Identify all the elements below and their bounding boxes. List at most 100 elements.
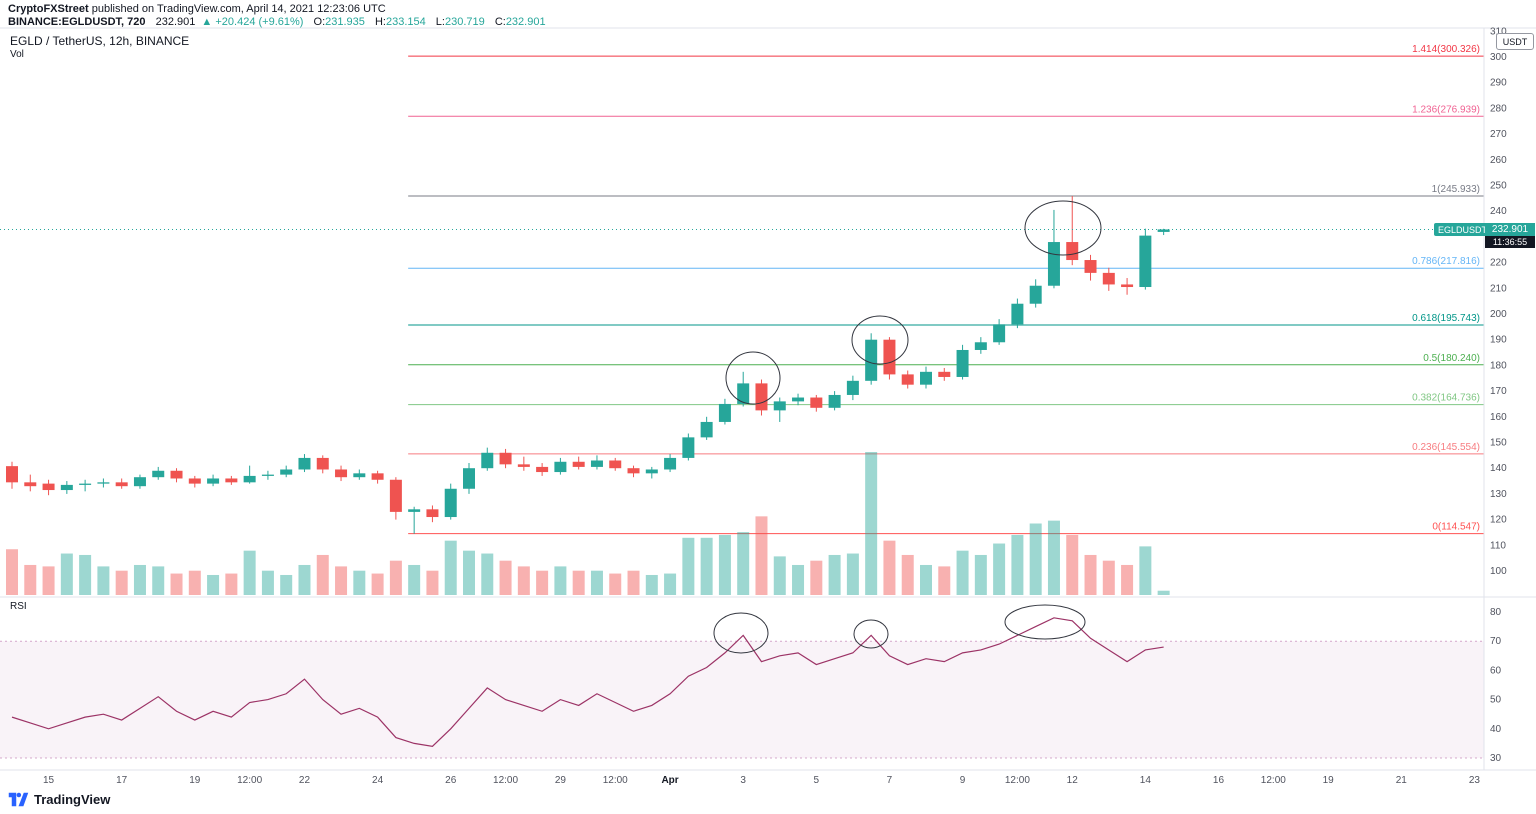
price-tick-label: 270 bbox=[1490, 129, 1507, 140]
low-label: L: bbox=[435, 16, 445, 28]
price-tick-label: 240 bbox=[1490, 206, 1507, 217]
volume-bar bbox=[590, 570, 603, 595]
low-value: 230.719 bbox=[444, 16, 485, 28]
volume-bar bbox=[353, 570, 366, 595]
volume-bar bbox=[463, 550, 475, 595]
time-tick-label: 19 bbox=[189, 775, 201, 786]
candle-body bbox=[499, 452, 512, 465]
volume-bar bbox=[6, 549, 18, 595]
publish-text: published on TradingView.com, April 14, … bbox=[88, 3, 386, 15]
price-tick-label: 120 bbox=[1490, 515, 1507, 526]
volume-bar bbox=[335, 566, 348, 595]
candle-countdown-badge: 11:36:55 bbox=[1485, 236, 1535, 248]
time-tick-label: 12 bbox=[1067, 775, 1079, 786]
candle-body bbox=[664, 457, 677, 470]
volume-bar bbox=[1102, 560, 1115, 595]
symbol-price-tag: EGLDUSDT bbox=[1434, 223, 1492, 236]
candle-body bbox=[536, 466, 549, 473]
fib-label: 1.414(300.326) bbox=[1412, 44, 1480, 55]
candle-body bbox=[152, 470, 165, 478]
tradingview-logo-icon bbox=[8, 792, 29, 807]
volume-bar bbox=[261, 570, 274, 595]
rsi-band bbox=[0, 641, 1484, 758]
volume-bar bbox=[682, 537, 695, 595]
candle-body bbox=[444, 488, 457, 518]
volume-bar bbox=[316, 554, 329, 595]
candle-body bbox=[389, 479, 402, 512]
candle-body bbox=[792, 397, 805, 402]
volume-bar bbox=[133, 564, 146, 595]
time-tick-label: 17 bbox=[116, 775, 128, 786]
annotations bbox=[713, 200, 1102, 654]
volume-bar bbox=[664, 573, 677, 595]
price-scale-unit-button[interactable]: USDT bbox=[1496, 33, 1534, 50]
fib-retracement: 1.414(300.326) 1.236(276.939) 1(245.933) 0.… bbox=[408, 44, 1484, 535]
fib-label: 0.786(217.816) bbox=[1412, 256, 1480, 267]
time-tick-label: 21 bbox=[1396, 775, 1408, 786]
volume-bar bbox=[956, 550, 969, 595]
time-tick-label: 24 bbox=[372, 775, 384, 786]
volume-bar bbox=[243, 550, 256, 595]
candle-body bbox=[956, 349, 969, 377]
candle-series bbox=[6, 196, 1170, 534]
time-tick-label: 23 bbox=[1469, 775, 1481, 786]
candle-body bbox=[974, 342, 987, 350]
volume-bar bbox=[1047, 520, 1060, 595]
volume-bar bbox=[1011, 534, 1024, 595]
volume-bar bbox=[389, 560, 402, 595]
candle-body bbox=[883, 339, 896, 375]
annotation-ellipse bbox=[713, 612, 769, 654]
volume-legend[interactable]: Vol bbox=[10, 49, 24, 60]
candle-body bbox=[1102, 272, 1115, 285]
volume-bar bbox=[298, 564, 311, 595]
rsi-tick-label: 70 bbox=[1490, 636, 1502, 647]
annotation-ellipse bbox=[853, 619, 889, 649]
candle-body bbox=[60, 484, 73, 491]
price-tick-label: 190 bbox=[1490, 335, 1507, 346]
volume-bar bbox=[645, 574, 658, 595]
volume-bar bbox=[755, 516, 768, 595]
volume-bar bbox=[24, 564, 37, 595]
candle-body bbox=[1047, 242, 1060, 286]
candle-body bbox=[1029, 285, 1042, 304]
volume-bar bbox=[993, 543, 1006, 595]
price-tick-label: 250 bbox=[1490, 181, 1507, 192]
candle-body bbox=[42, 483, 55, 491]
volume-bar bbox=[883, 540, 896, 595]
volume-bar bbox=[481, 553, 494, 595]
candle-body bbox=[426, 509, 439, 518]
time-tick-label: 5 bbox=[814, 775, 820, 786]
volume-bar bbox=[79, 554, 92, 595]
rsi-pane bbox=[0, 640, 1484, 759]
time-tick-label: 3 bbox=[740, 775, 746, 786]
volume-bar bbox=[499, 560, 512, 595]
time-tick-label: 29 bbox=[555, 775, 567, 786]
volume-bar bbox=[42, 566, 55, 595]
rsi-legend[interactable]: RSI bbox=[10, 601, 27, 612]
time-tick-label: 9 bbox=[960, 775, 966, 786]
candle-body bbox=[408, 509, 421, 512]
volume-bar bbox=[1157, 590, 1170, 595]
fib-label: 0.382(164.736) bbox=[1412, 393, 1480, 404]
candle-body bbox=[97, 482, 110, 484]
candle-body bbox=[6, 466, 18, 483]
rsi-tick-label: 50 bbox=[1490, 695, 1502, 706]
publish-info-bar: CryptoFXStreet published on TradingView.… bbox=[8, 3, 386, 15]
annotation-ellipse bbox=[1004, 604, 1086, 640]
fib-label: 0.5(180.240) bbox=[1423, 353, 1480, 364]
candle-body bbox=[79, 483, 92, 485]
symbol-info-bar: BINANCE:EGLDUSDT, 720 232.901 ▲ +20.424 … bbox=[8, 16, 546, 28]
candle-body bbox=[115, 482, 128, 487]
fib-label: 1(245.933) bbox=[1432, 184, 1480, 195]
volume-bar bbox=[207, 574, 220, 595]
candle-body bbox=[828, 394, 841, 408]
price-axis[interactable]: 3103002902802702602502402302202102001901… bbox=[1490, 26, 1507, 764]
time-tick-label: 14 bbox=[1140, 775, 1152, 786]
time-axis[interactable]: 15 17 19 12:00 22 24 26 12:00 29 12:00 Apr 3 5 7 9 12:0… bbox=[43, 775, 1480, 786]
candle-body bbox=[993, 324, 1006, 343]
tradingview-watermark[interactable]: TradingView bbox=[8, 791, 110, 808]
rsi-tick-label: 40 bbox=[1490, 724, 1502, 735]
chart-legend-title[interactable]: EGLD / TetherUS, 12h, BINANCE bbox=[10, 34, 190, 48]
candle-body bbox=[846, 380, 859, 395]
